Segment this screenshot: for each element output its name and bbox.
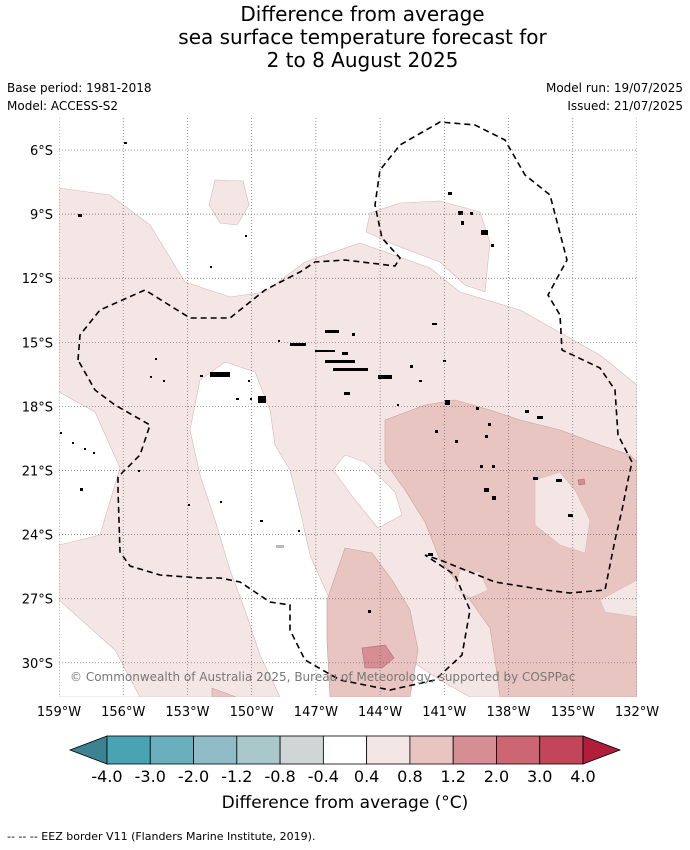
colorbar-tick-label: 0.4 (354, 767, 379, 786)
anomaly-region-below-0-4 (59, 599, 141, 697)
title-line-1: Difference from average (240, 2, 485, 26)
latitude-tick-label: 24°S (22, 529, 53, 544)
anomaly-region-0-4-to-0-8 (599, 579, 637, 618)
anomaly-region-below-0-4 (332, 454, 403, 529)
longitude-tick-label: 138°W (486, 705, 530, 720)
colorbar-tick-label: -1.2 (221, 767, 252, 786)
longitude-tick-label: 141°W (422, 705, 466, 720)
latitude-tick-label: 21°S (22, 465, 53, 480)
longitude-labels: 159°W 156°W 153°W 150°W 147°W 144°W 141°W 138°W… (37, 705, 659, 720)
colorbar-tick-label: 4.0 (570, 767, 595, 786)
anomaly-region-1-2-to-2-0 (361, 644, 395, 669)
colorbar: -4.0 -3.0 -2.0 -1.2 -0.8 -0.4 0.4 0.8 1.2 2.0 3.0 4… (68, 735, 622, 786)
colorbar-title: Difference from average (°C) (221, 793, 469, 813)
title-line-2: sea surface temperature forecast for (178, 25, 547, 49)
colorbar-swatch (496, 735, 541, 765)
colorbar-swatch (236, 735, 281, 765)
colorbar-tick-label: -0.8 (264, 767, 295, 786)
colorbar-tick-label: -2.0 (178, 767, 209, 786)
longitude-tick-label: 150°W (230, 705, 274, 720)
anomaly-region-0-4-to-0-8 (208, 179, 250, 226)
latitude-tick-label: 15°S (22, 336, 53, 351)
longitude-tick-label: 135°W (551, 705, 595, 720)
map-title: Difference from average sea surface temp… (0, 3, 690, 72)
colorbar-extend-high (582, 735, 622, 765)
anomaly-field: © Commonwealth of Australia 2025, Bureau… (59, 118, 637, 697)
colorbar-tick-label: 3.0 (527, 767, 552, 786)
copyright-notice: © Commonwealth of Australia 2025, Bureau… (70, 670, 575, 684)
longitude-tick-label: 132°W (615, 705, 659, 720)
meta-right: Model run: 19/07/2025 Issued: 21/07/2025 (546, 79, 683, 115)
longitude-tick-label: 147°W (294, 705, 338, 720)
latitude-tick-label: 30°S (22, 657, 53, 672)
anomaly-region-0-4-to-0-8 (454, 569, 489, 599)
model-run: Model run: 19/07/2025 (545, 81, 683, 95)
colorbar-swatch (452, 735, 497, 765)
longitude-tick-label: 156°W (101, 705, 145, 720)
eez-border-french-polynesia (77, 121, 633, 691)
latitude-tick-label: 9°S (30, 208, 53, 223)
colorbar-swatch (366, 735, 411, 765)
longitude-tick-label: 144°W (358, 705, 402, 720)
colorbar-swatch (193, 735, 238, 765)
colorbar-swatch (279, 735, 324, 765)
colorbar-swatch (322, 735, 368, 765)
map-gridlines (59, 118, 637, 697)
eez-footnote: -- -- -- EEZ border V11 (Flanders Marine… (7, 830, 316, 843)
meta-left: Base period: 1981-2018 Model: ACCESS-S2 (7, 79, 152, 115)
colorbar-swatch (539, 735, 584, 765)
title-line-3: 2 to 8 August 2025 (266, 48, 459, 72)
base-period: Base period: 1981-2018 (7, 81, 152, 95)
latitude-tick-label: 27°S (22, 593, 53, 608)
anomaly-region-0-8-to-1-2 (211, 687, 237, 697)
colorbar-swatch (106, 735, 151, 765)
colorbar-tick-label: -3.0 (135, 767, 166, 786)
latitude-tick-label: 18°S (22, 400, 53, 415)
anomaly-region-0-4-to-0-8 (534, 471, 591, 554)
eez-borders (77, 121, 633, 691)
colorbar-tick-label: -0.4 (308, 767, 339, 786)
anomaly-region-1-2-to-2-0 (577, 478, 586, 486)
colorbar-tick-label: 2.0 (484, 767, 509, 786)
colorbar-tick-label: -4.0 (91, 767, 122, 786)
model-name: Model: ACCESS-S2 (7, 99, 119, 113)
longitude-tick-label: 153°W (165, 705, 209, 720)
anomaly-region-below-0-4 (59, 391, 121, 546)
anomaly-region-0-8-to-1-2 (326, 547, 419, 697)
colorbar-tick-label: 1.2 (440, 767, 465, 786)
island-markers (60, 142, 573, 613)
anomaly-region-0-8-to-1-2 (384, 399, 637, 697)
latitude-tick-label: 12°S (22, 272, 53, 287)
colorbar-swatch (409, 735, 454, 765)
longitude-tick-label: 159°W (37, 705, 81, 720)
colorbar-swatch (149, 735, 194, 765)
latitude-labels: 6°S 9°S 12°S 15°S 18°S 21°S 24°S 27°S 30°S (22, 144, 53, 672)
issued-date: Issued: 21/07/2025 (567, 99, 683, 113)
colorbar-tick-label: 0.8 (397, 767, 422, 786)
colorbar-extend-low (68, 735, 108, 765)
latitude-tick-label: 6°S (30, 144, 53, 159)
